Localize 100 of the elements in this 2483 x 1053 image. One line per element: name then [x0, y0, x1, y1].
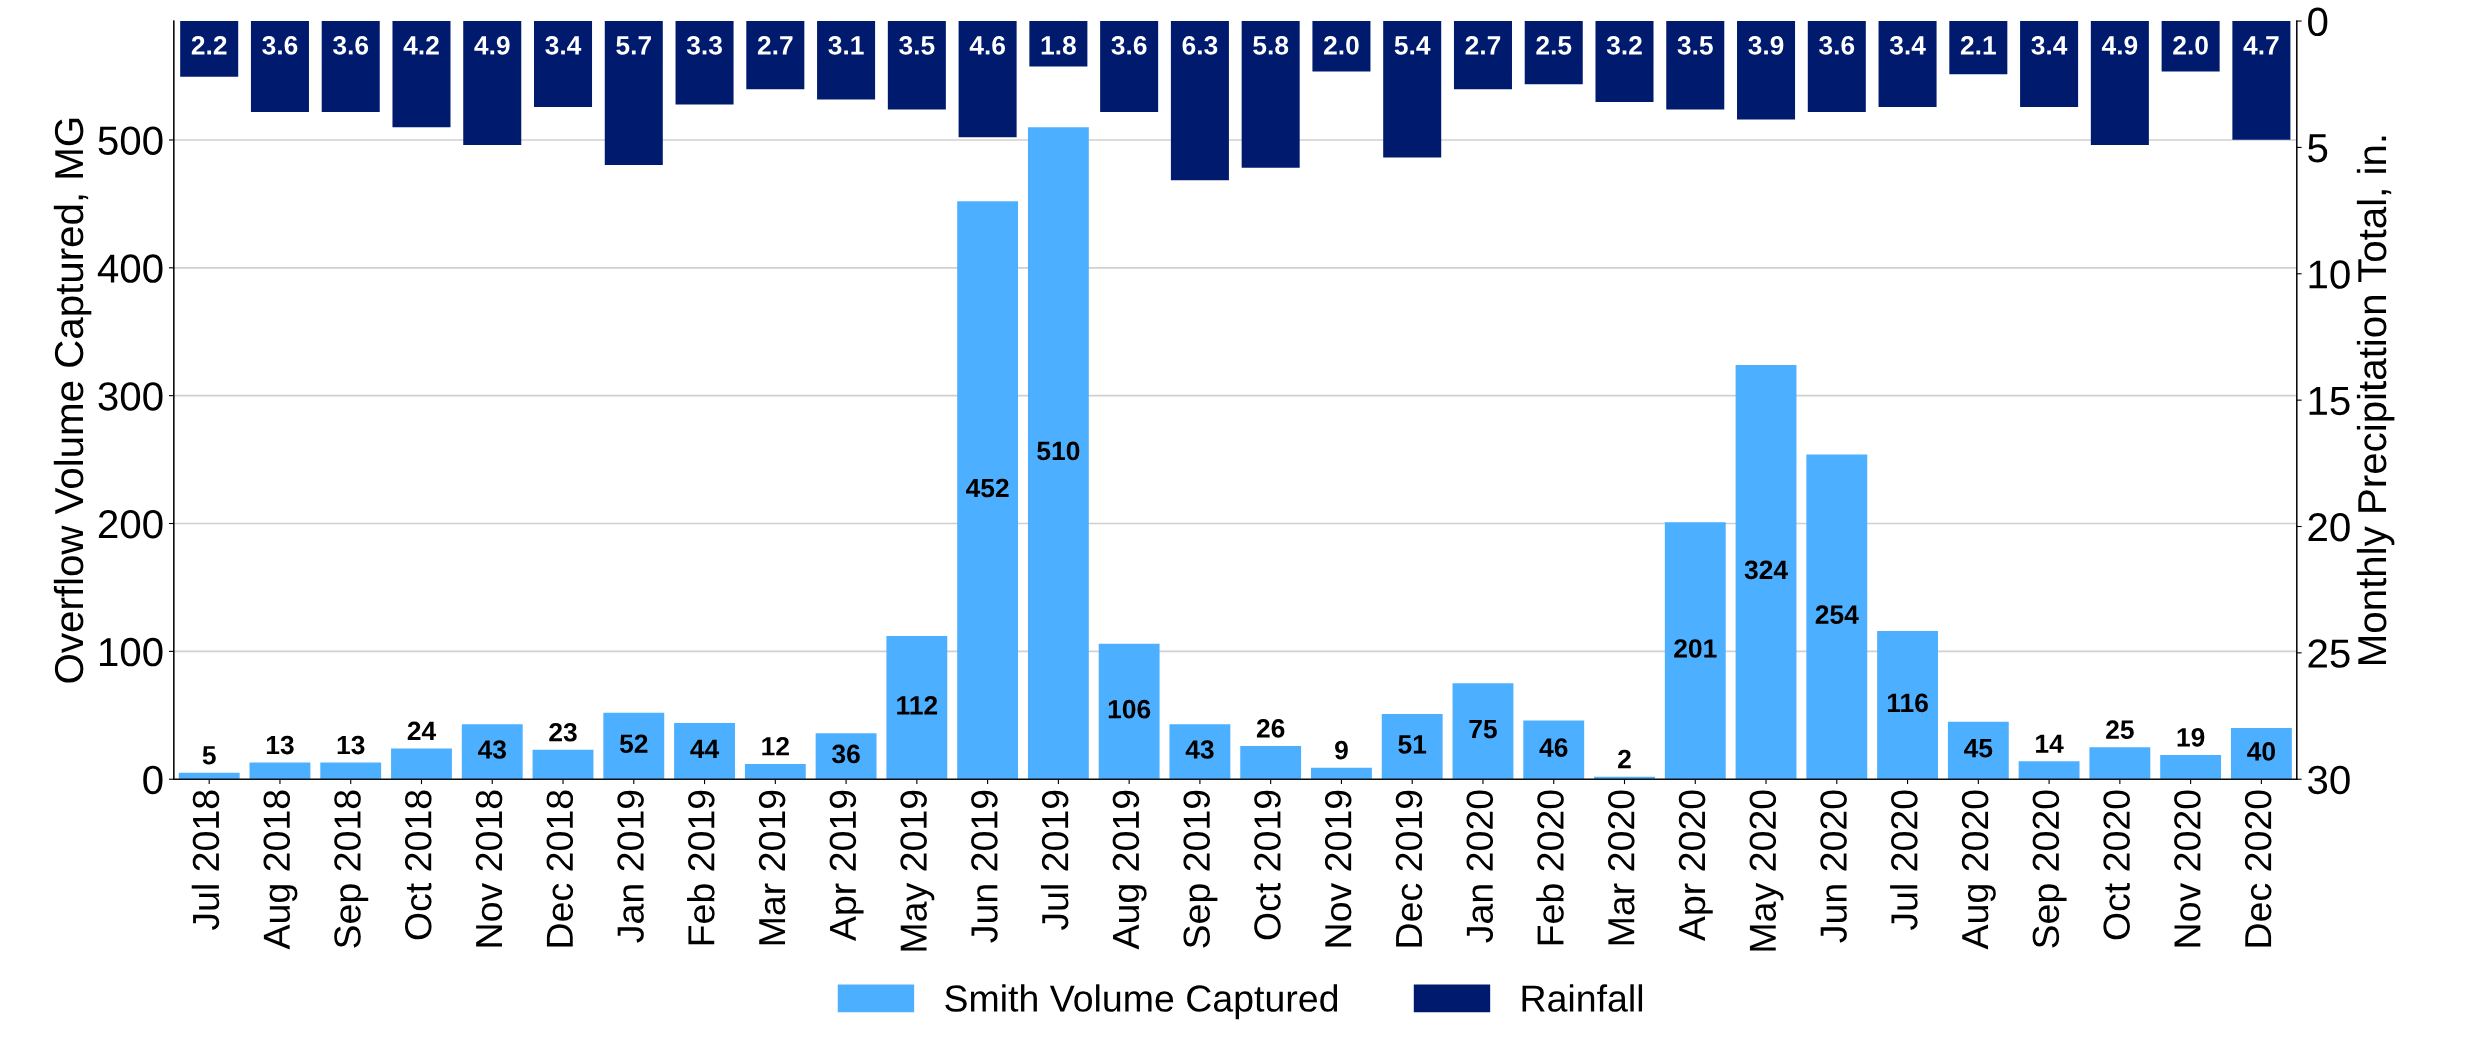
- data-label: 52: [619, 734, 648, 754]
- data-label: 45: [1964, 739, 1993, 758]
- x-tick-label: Mar 2019: [758, 790, 786, 945]
- data-label: 3.3: [686, 35, 722, 55]
- y2-tick-label: 10: [2309, 260, 2350, 289]
- x-tick-label: Aug 2020: [1961, 790, 1996, 950]
- y2-tick-label: 0: [2308, 7, 2328, 37]
- x-tick-label: Oct 2018: [405, 790, 432, 940]
- data-label: 36: [832, 744, 860, 764]
- y2-tick-label: 25: [2308, 639, 2350, 668]
- data-label: 112: [897, 696, 938, 715]
- data-label: 2.1: [1960, 35, 1996, 55]
- x-tick-label: Nov 2020: [2174, 790, 2201, 947]
- x-tick-label: May 2019: [900, 790, 935, 951]
- x-tick-label: Feb 2019: [687, 790, 715, 945]
- data-label: 14: [2036, 734, 2064, 753]
- x-tick-label: Mar 2020: [1608, 790, 1635, 945]
- data-label: 13: [337, 735, 365, 755]
- data-label: 4.7: [2243, 36, 2279, 55]
- data-label: 3.6: [262, 35, 298, 55]
- data-label: 3.6: [332, 35, 369, 55]
- y-tick-label: 300: [98, 382, 163, 411]
- data-label: 24: [407, 721, 437, 741]
- y-tick-label: 400: [97, 254, 163, 283]
- data-label: 510: [1037, 441, 1080, 461]
- x-tick-label: Feb 2020: [1536, 790, 1564, 945]
- legend-label: Smith Volume Captured: [945, 984, 1338, 1020]
- data-label: 2.5: [1536, 35, 1572, 55]
- data-label: 1.8: [1041, 35, 1076, 55]
- data-label: 5.8: [1253, 35, 1289, 55]
- data-label: 4.9: [474, 35, 510, 55]
- x-tick-label: Jan 2020: [1466, 790, 1494, 943]
- data-label: 19: [2177, 727, 2205, 747]
- x-tick-label: Dec 2019: [1395, 790, 1423, 947]
- x-tick-label: Sep 2020: [2032, 790, 2067, 948]
- data-label: 23: [549, 722, 577, 742]
- data-label: 3.4: [545, 35, 582, 55]
- x-tick-label: Oct 2020: [2103, 790, 2130, 940]
- data-label: 3.9: [1748, 35, 1784, 55]
- data-label: 2.7: [757, 35, 793, 55]
- legend-label: Rainfall: [1522, 984, 1643, 1012]
- x-tick-label: Jul 2019: [1040, 790, 1069, 931]
- data-label: 3.4: [1889, 35, 1926, 55]
- data-label: 6.3: [1182, 35, 1218, 55]
- data-label: 3.5: [899, 35, 935, 55]
- y2-tick-label: 20: [2308, 512, 2350, 542]
- data-label: 26: [1256, 719, 1285, 738]
- data-label: 3.1: [828, 35, 864, 55]
- y2-tick-label: 30: [2308, 765, 2350, 795]
- x-tick-label: Nov 2018: [475, 790, 503, 947]
- data-label: 3.6: [1111, 35, 1147, 55]
- data-label: 40: [2247, 742, 2275, 761]
- x-tick-label: Nov 2019: [1324, 790, 1352, 947]
- x-tick-label: Apr 2019: [829, 790, 864, 942]
- data-label: 106: [1108, 699, 1151, 719]
- data-label: 2.0: [2173, 35, 2208, 55]
- data-label: 43: [1185, 740, 1214, 759]
- data-label: 3.6: [1819, 35, 1855, 55]
- data-label: 25: [2106, 720, 2134, 740]
- data-label: 201: [1674, 639, 1717, 658]
- data-label: 324: [1744, 560, 1788, 580]
- data-label: 44: [690, 739, 720, 758]
- data-label: 5.7: [616, 36, 651, 55]
- x-tick-label: Sep 2019: [1183, 790, 1218, 948]
- data-label: 9: [1335, 740, 1348, 760]
- y2-tick-label: 5: [2308, 134, 2328, 163]
- data-label: 4.9: [2101, 35, 2138, 55]
- data-label: 2.7: [1465, 35, 1501, 55]
- data-label: 43: [477, 740, 506, 759]
- x-tick-label: Sep 2018: [334, 790, 369, 948]
- data-label: 3.2: [1606, 35, 1642, 55]
- data-label: 12: [762, 736, 789, 756]
- data-label: 5.4: [1394, 36, 1431, 55]
- x-tick-label: Oct 2019: [1254, 790, 1281, 940]
- y-tick-label: 0: [143, 765, 163, 795]
- y-axis-title: Overflow Volume Captured, MG: [53, 118, 92, 683]
- x-tick-label: May 2020: [1749, 790, 1784, 951]
- y2-tick-label: 15: [2309, 387, 2350, 416]
- data-label: 51: [1398, 735, 1427, 754]
- x-tick-label: Jul 2018: [191, 790, 220, 931]
- data-label: 3.5: [1677, 35, 1713, 55]
- data-label: 452: [966, 478, 1009, 498]
- data-label: 75: [1469, 719, 1497, 739]
- x-tick-label: Jun 2020: [1820, 790, 1847, 943]
- data-label: 2.2: [191, 35, 227, 55]
- data-label: 116: [1887, 693, 1928, 713]
- x-tick-label: Dec 2020: [2244, 790, 2272, 947]
- x-tick-label: Apr 2020: [1678, 790, 1713, 942]
- data-label: 4.6: [969, 35, 1005, 55]
- x-tick-label: Aug 2019: [1112, 790, 1147, 950]
- y2-axis-title: Monthly Precipitation Total, in.: [2356, 136, 2395, 664]
- x-tick-label: Aug 2018: [263, 790, 298, 950]
- y-tick-label: 500: [98, 126, 163, 155]
- data-label: 2.0: [1324, 35, 1359, 55]
- x-tick-label: Dec 2018: [546, 790, 574, 947]
- y-tick-label: 100: [99, 637, 163, 667]
- data-label: 13: [266, 735, 294, 755]
- data-label: 46: [1539, 738, 1568, 757]
- x-tick-label: Jul 2020: [1890, 790, 1918, 931]
- data-label: 254: [1815, 605, 1859, 624]
